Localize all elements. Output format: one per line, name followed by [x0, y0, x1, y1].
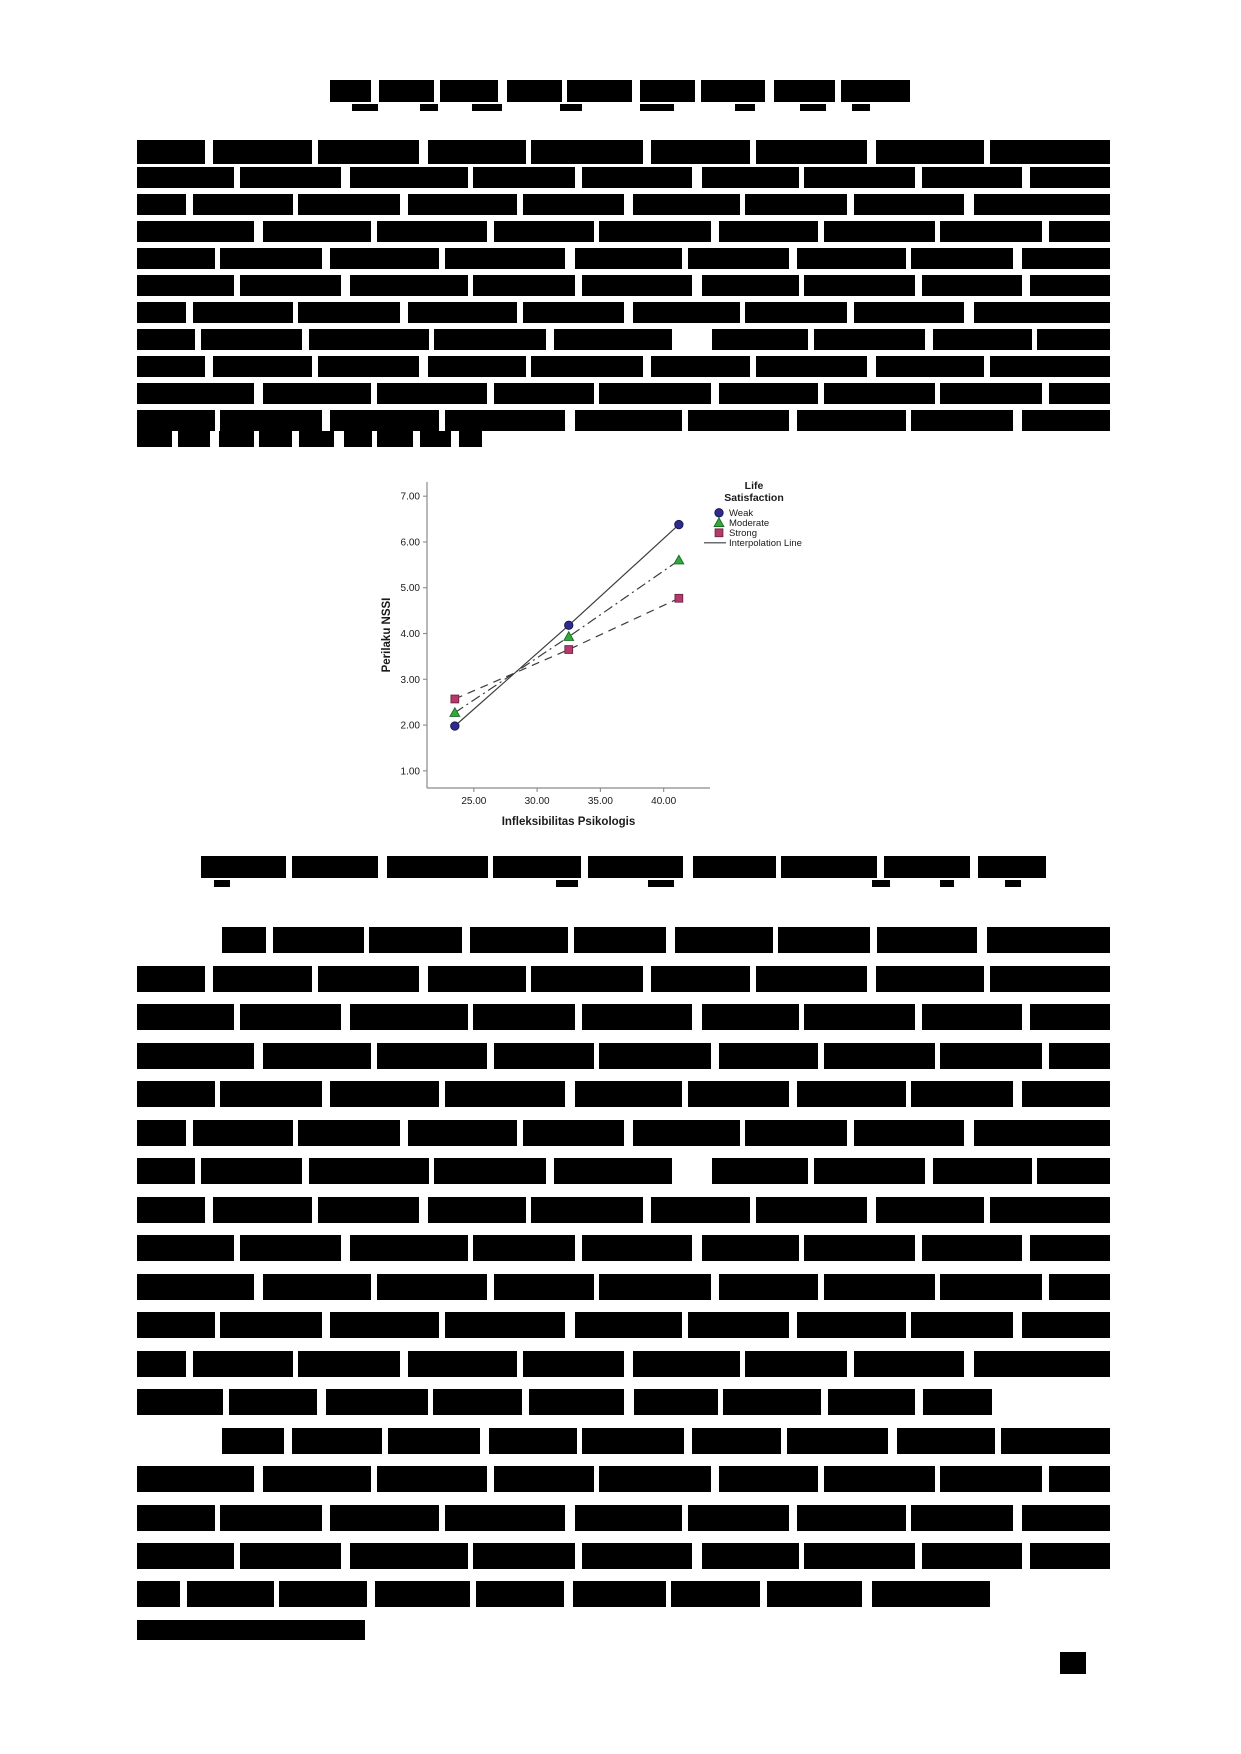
redacted-paragraph3-line	[137, 1466, 1110, 1492]
y-tick-label: 1.00	[401, 766, 421, 777]
x-tick-label: 30.00	[525, 796, 550, 807]
redacted-paragraph2-line	[137, 1312, 1110, 1338]
figure-line-chart: 7.00 6.00 5.00 4.00 3.00 2.00 1.00 25.00 30.00 35…	[330, 460, 830, 852]
nssi-inflexibility-chart: 7.00 6.00 5.00 4.00 3.00 2.00 1.00 25.00 30.00 35…	[381, 480, 802, 828]
redacted-paragraph2-line	[137, 1043, 1110, 1069]
redacted-paragraph2-line	[137, 1158, 1110, 1184]
x-tick-label: 40.00	[651, 796, 676, 807]
y-tick-label: 5.00	[401, 583, 421, 594]
redacted-title-mark	[640, 104, 674, 111]
x-tick-label: 35.00	[588, 796, 613, 807]
series-line-moderate	[454, 559, 680, 714]
redacted-paragraph1-line	[137, 167, 1110, 188]
redacted-paragraph3-line	[222, 1428, 1110, 1454]
redacted-title-mark	[420, 104, 438, 111]
redacted-paragraph1-line	[137, 329, 1110, 350]
legend-symbol-weak	[714, 508, 724, 518]
redacted-caption-mark	[1005, 880, 1021, 887]
redacted-title-mark	[852, 104, 870, 111]
redacted-caption-mark	[648, 880, 674, 887]
redacted-caption-mark	[556, 880, 578, 887]
redacted-paragraph1-line	[137, 356, 1110, 377]
redacted-paragraph1-line	[137, 410, 1110, 431]
redacted-paragraph1-line	[137, 248, 1110, 269]
redacted-paragraph2-line	[137, 1389, 992, 1415]
y-tick-label: 6.00	[401, 537, 421, 548]
y-tick-label: 2.00	[401, 721, 421, 732]
x-axis-title: Infleksibilitas Psikologis	[502, 816, 636, 828]
y-tick-label: 4.00	[401, 629, 421, 640]
redacted-paragraph1-line	[137, 221, 1110, 242]
data-point-moderate	[449, 706, 461, 717]
data-point-strong	[674, 593, 684, 603]
redacted-paragraph2-line	[137, 1235, 1110, 1261]
redacted-title-mark	[800, 104, 826, 111]
y-axis-title: Perilaku NSSI	[381, 598, 393, 673]
redacted-paragraph2-line	[137, 1197, 1110, 1223]
y-tick-label: 7.00	[401, 492, 421, 503]
redacted-figure-caption	[201, 856, 1046, 878]
redacted-paragraph3-line	[137, 1620, 365, 1640]
redacted-paragraph2-line	[137, 966, 1110, 992]
legend-label-strong: Strong	[729, 528, 757, 539]
redacted-paragraph1-line	[137, 140, 1110, 164]
y-tick-label: 3.00	[401, 675, 421, 686]
data-point-weak	[564, 620, 574, 630]
redacted-paragraph2-line	[137, 1081, 1110, 1107]
redacted-caption-mark	[214, 880, 230, 887]
legend-label-moderate: Moderate	[729, 518, 769, 529]
redacted-title-mark	[735, 104, 755, 111]
redacted-paragraph1-line	[137, 275, 1110, 296]
page-number-redacted	[1060, 1652, 1086, 1674]
x-tick-label: 25.00	[461, 796, 486, 807]
data-point-moderate	[563, 630, 575, 641]
data-point-weak	[450, 721, 460, 731]
legend-label-interpolation-line: Interpolation Line	[729, 538, 802, 549]
redacted-title-mark	[560, 104, 582, 111]
redacted-paragraph1-line	[137, 302, 1110, 323]
redacted-paragraph3-line	[137, 1581, 990, 1607]
redacted-paragraph1-line	[137, 383, 1110, 404]
redacted-title-mark	[352, 104, 378, 111]
redacted-paragraph2-line	[137, 1004, 1110, 1030]
redacted-paragraph1-line	[137, 194, 1110, 215]
redacted-paragraph1-line	[137, 431, 482, 447]
legend-symbol-moderate	[713, 516, 725, 527]
data-point-strong	[564, 645, 574, 654]
legend-title: Life	[745, 480, 764, 492]
data-point-strong	[450, 694, 460, 704]
redacted-paragraph2-line	[222, 927, 1110, 953]
legend-label-weak: Weak	[729, 508, 753, 519]
redacted-paragraph3-line	[137, 1543, 1110, 1569]
redacted-paragraph2-line	[137, 1120, 1110, 1146]
data-point-moderate	[673, 554, 685, 565]
redacted-paragraph2-line	[137, 1351, 1110, 1377]
redacted-caption-mark	[940, 880, 954, 887]
redacted-caption-mark	[872, 880, 890, 887]
redacted-paragraph2-line	[137, 1274, 1110, 1300]
redacted-paragraph3-line	[137, 1505, 1110, 1531]
redacted-title-mark	[472, 104, 502, 111]
redacted-title-line	[330, 80, 910, 102]
legend-title: Satisfaction	[724, 492, 784, 504]
data-point-weak	[674, 519, 684, 530]
legend-symbol-strong	[714, 528, 724, 538]
